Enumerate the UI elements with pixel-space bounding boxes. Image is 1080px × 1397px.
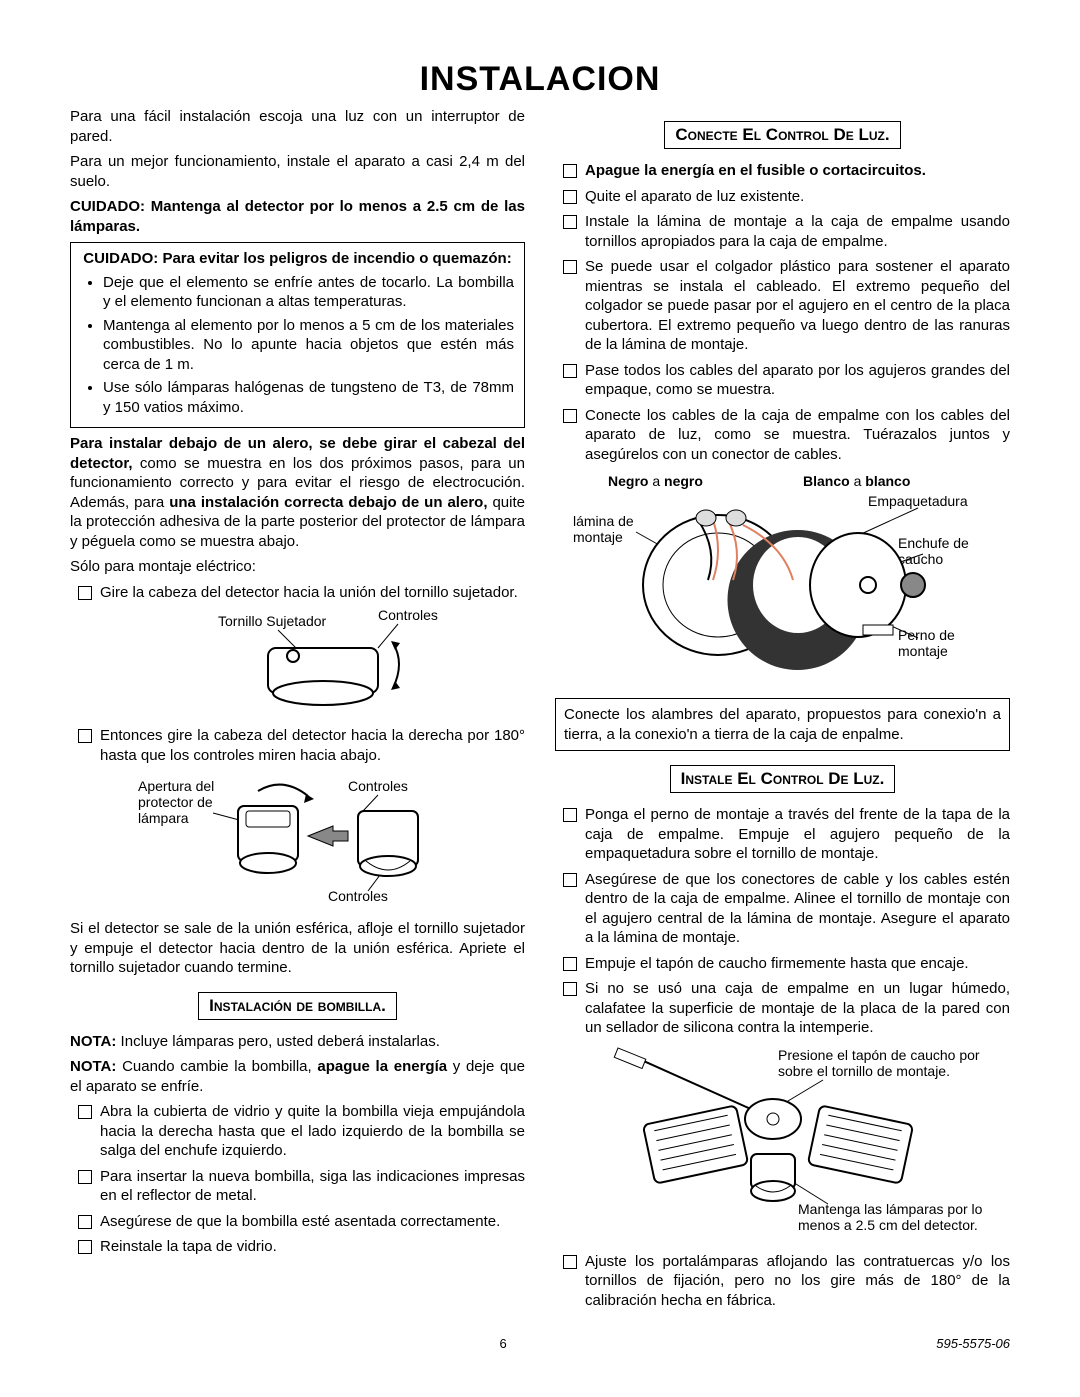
adjust-step-list: Ajuste los portalámparas aflojando las c… [555, 1252, 1010, 1311]
figure-wiring: Negro a negro Blanco a blanco Empaquetad… [555, 470, 1010, 690]
warn-item: Mantenga al elemento por lo menos a 5 cm… [103, 316, 514, 375]
document-number: 595-5575-06 [936, 1336, 1010, 1351]
conecte-step: Instale la lámina de montaje a la caja d… [563, 212, 1010, 251]
svg-text:Enchufe de: Enchufe de [898, 535, 969, 551]
nota1-label: NOTA: [70, 1033, 116, 1050]
cuidado-distance: CUIDADO: Mantenga al detector por lo men… [70, 197, 525, 236]
svg-text:menos a 2.5 cm del detector.: menos a 2.5 cm del detector. [798, 1217, 978, 1233]
page-footer: 6 595-5575-06 [70, 1336, 1010, 1351]
rotate-steps-2: Entonces gire la cabeza del detector hac… [70, 726, 525, 765]
nota1-text: Incluye lámparas pero, usted deberá inst… [116, 1033, 440, 1050]
svg-text:Apertura del: Apertura del [138, 778, 214, 794]
svg-text:Negro a negro: Negro a negro [608, 473, 703, 489]
warning-box: CUIDADO: Para evitar los peligros de inc… [70, 242, 525, 428]
svg-text:sobre el tornillo de montaje.: sobre el tornillo de montaje. [778, 1063, 950, 1079]
nota-2: NOTA: Cuando cambie la bombilla, apague … [70, 1057, 525, 1096]
bulb-step: Asegúrese de que la bombilla esté asenta… [78, 1212, 525, 1232]
conecte-heading: Conecte El Control De Luz. [664, 121, 900, 149]
instale-step: Asegúrese de que los conectores de cable… [563, 870, 1010, 948]
figure-detector-1: Tornillo Sujetador Controles [70, 608, 525, 718]
instale-heading: Instale El Control De Luz. [670, 765, 896, 793]
svg-text:Presione el tapón de caucho po: Presione el tapón de caucho por [778, 1047, 980, 1063]
instale-step: Empuje el tapón de caucho firmemente has… [563, 954, 1010, 974]
bulb-step: Reinstale la tapa de vidrio. [78, 1237, 525, 1257]
rotate-step-2: Entonces gire la cabeza del detector hac… [78, 726, 525, 765]
warn-item: Use sólo lámparas halógenas de tungsteno… [103, 378, 514, 417]
ground-note-box: Conecte los alambres del aparato, propue… [555, 698, 1010, 751]
svg-text:Empaquetadura: Empaquetadura [868, 493, 968, 509]
slip-note: Si el detector se sale de la unión esfér… [70, 919, 525, 978]
warn-item: Deje que el elemento se enfríe antes de … [103, 273, 514, 312]
svg-text:Controles: Controles [328, 888, 388, 904]
bulb-steps: Abra la cubierta de vidrio y quite la bo… [70, 1102, 525, 1257]
adjust-step: Ajuste los portalámparas aflojando las c… [563, 1252, 1010, 1311]
solo-montaje: Sólo para montaje eléctrico: [70, 557, 525, 577]
label-controles: Controles [378, 608, 438, 623]
rotate-steps: Gire la cabeza del detector hacia la uni… [70, 583, 525, 603]
figure-fixture: Presione el tapón de caucho por sobre el… [555, 1044, 1010, 1244]
intro-1: Para una fácil instalación escoja una lu… [70, 107, 525, 146]
conecte-step: Conecte los cables de la caja de empalme… [563, 406, 1010, 465]
left-column: Para una fácil instalación escoja una lu… [70, 107, 525, 1316]
nota2-text1: Cuando cambie la bombilla, [116, 1058, 317, 1075]
nota-1: NOTA: Incluye lámparas pero, usted deber… [70, 1032, 525, 1052]
bulb-step: Para insertar la nueva bombilla, siga la… [78, 1167, 525, 1206]
svg-text:lámpara: lámpara [138, 810, 189, 826]
nota2-label: NOTA: [70, 1058, 116, 1075]
svg-text:lámina de: lámina de [573, 513, 634, 529]
svg-text:protector de: protector de [138, 794, 213, 810]
figure-detector-2: Apertura del protector de lámpara Contro… [70, 771, 525, 911]
label-tornillo: Tornillo Sujetador [218, 613, 327, 629]
page-number: 6 [70, 1336, 936, 1351]
svg-text:montaje: montaje [898, 643, 948, 659]
bulb-heading: Instalación de bombilla. [198, 992, 397, 1020]
svg-text:Perno de: Perno de [898, 627, 955, 643]
instale-steps: Ponga el perno de montaje a través del f… [555, 805, 1010, 1038]
svg-text:Controles: Controles [348, 778, 408, 794]
warning-title: CUIDADO: Para evitar los peligros de inc… [81, 249, 514, 269]
instale-step: Ponga el perno de montaje a través del f… [563, 805, 1010, 864]
rotate-step-1: Gire la cabeza del detector hacia la uni… [78, 583, 525, 603]
conecte-steps: Apague la energía en el fusible o cortac… [555, 161, 1010, 464]
conecte-step-text: Apague la energía en el fusible o cortac… [585, 162, 926, 179]
svg-text:montaje: montaje [573, 529, 623, 545]
right-column: Conecte El Control De Luz. Apague la ene… [555, 107, 1010, 1316]
warning-list: Deje que el elemento se enfríe antes de … [81, 273, 514, 418]
instale-step: Si no se usó una caja de empalme en un l… [563, 979, 1010, 1038]
page-title: INSTALACION [70, 60, 1010, 99]
nota2-bold: apague la energía [317, 1058, 447, 1075]
svg-text:Blanco a blanco: Blanco a blanco [803, 473, 910, 489]
svg-text:Mantenga las lámparas por lo: Mantenga las lámparas por lo [798, 1201, 983, 1217]
two-column-layout: Para una fácil instalación escoja una lu… [70, 107, 1010, 1316]
conecte-step: Pase todos los cables del aparato por lo… [563, 361, 1010, 400]
conecte-step: Quite el aparato de luz existente. [563, 187, 1010, 207]
conecte-step: Se puede usar el colgador plástico para … [563, 257, 1010, 355]
bulb-step: Abra la cubierta de vidrio y quite la bo… [78, 1102, 525, 1161]
intro-2: Para un mejor funcionamiento, instale el… [70, 152, 525, 191]
conecte-step: Apague la energía en el fusible o cortac… [563, 161, 1010, 181]
eave-paragraph: Para instalar debajo de un alero, se deb… [70, 434, 525, 551]
eave-bold-2: una instalación correcta debajo de un al… [169, 494, 487, 511]
svg-text:caucho: caucho [898, 551, 943, 567]
